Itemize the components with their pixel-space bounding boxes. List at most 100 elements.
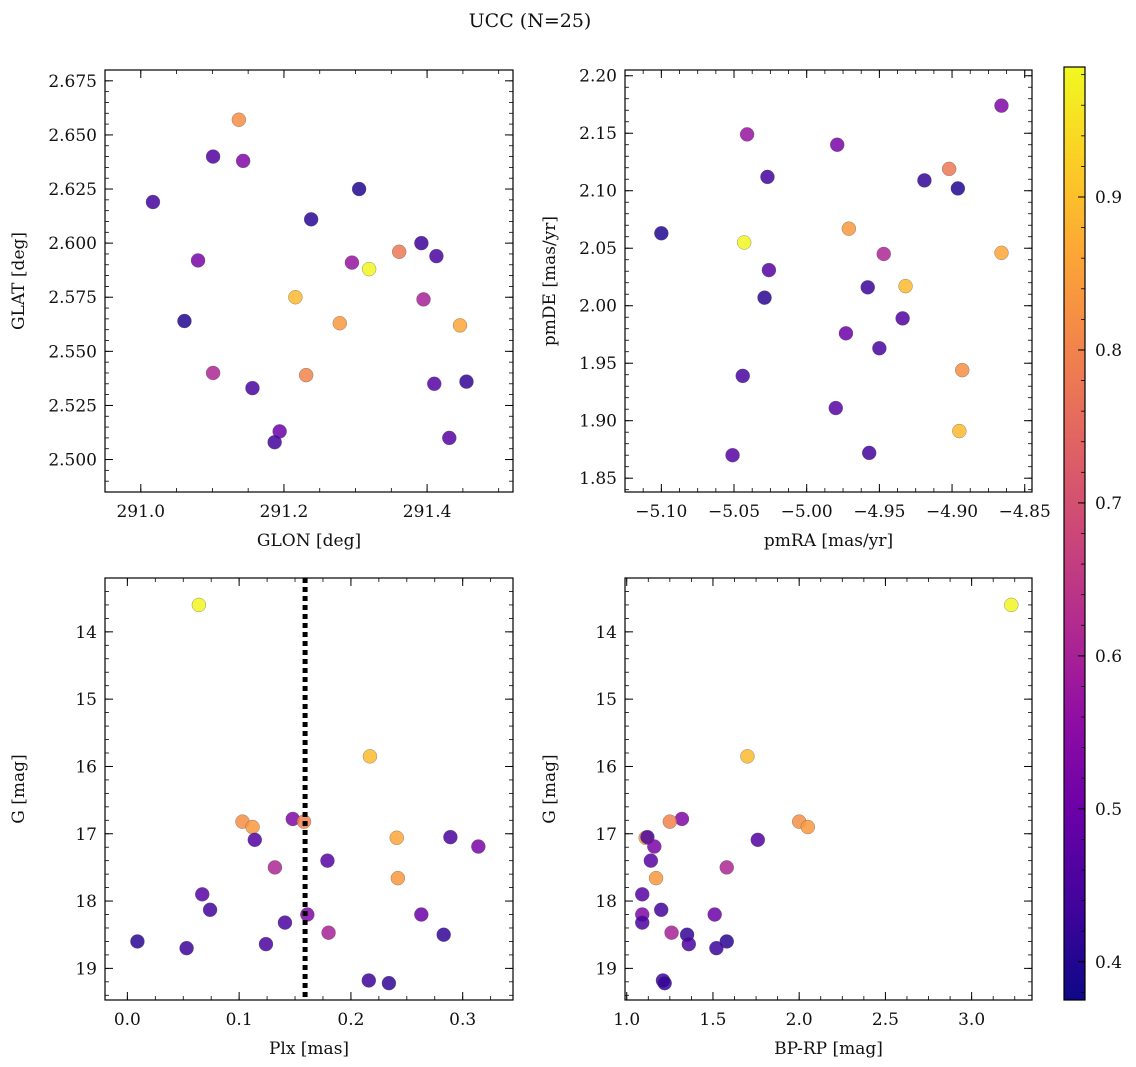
data-point [662, 814, 678, 829]
data-point [179, 940, 194, 956]
colorbar-tick-label: 0.5 [1095, 800, 1122, 820]
data-point [681, 936, 697, 952]
data-point [950, 181, 966, 196]
data-point [941, 161, 957, 177]
data-point [442, 430, 457, 446]
x-tick-label: 2.5 [872, 1010, 899, 1030]
data-point [427, 376, 442, 392]
data-point [634, 887, 650, 902]
data-point [860, 280, 875, 295]
x-tick-label: 3.0 [958, 1010, 985, 1030]
data-point [130, 934, 145, 949]
y-tick-label: 2.15 [579, 124, 617, 144]
data-point [191, 597, 207, 613]
data-point [725, 447, 740, 463]
data-point [800, 819, 816, 835]
data-point [247, 832, 263, 848]
data-point [719, 860, 734, 875]
y-tick-label: 1.90 [579, 412, 617, 432]
data-point [245, 380, 260, 396]
data-point [829, 137, 845, 152]
data-point [736, 235, 752, 250]
panel-plx-g: 0.0 0.1 0.2 0.3 14 15 16 17 18 19 Plx [mas] G [mag] [9, 577, 514, 1059]
data-point [719, 934, 734, 949]
y-axis-label: G [mag] [9, 754, 29, 823]
x-tick-label: 0.1 [226, 1010, 253, 1030]
y-tick-label: 2.05 [579, 239, 617, 259]
y-tick-label: 2.625 [48, 180, 97, 200]
data-point [303, 212, 319, 227]
x-axis-label: BP-RP [mag] [774, 1039, 883, 1059]
data-point [231, 112, 247, 128]
data-point [443, 829, 458, 845]
data-point [416, 292, 431, 307]
data-point [245, 819, 260, 835]
x-tick-label: 291.4 [403, 502, 452, 522]
x-tick-label: −4.85 [999, 502, 1051, 522]
data-point [1004, 597, 1019, 613]
x-axis-label: GLON [deg] [257, 531, 361, 551]
data-point [648, 870, 664, 886]
data-point [258, 936, 274, 952]
data-point [760, 169, 775, 185]
data-point [643, 853, 659, 868]
data-point [841, 221, 857, 236]
panel-pmra-pmde: −5.10 −5.05 −5.00 −4.95 −4.90 −4.85 1.85 1.90 1.… [540, 67, 1051, 551]
y-tick-label: 15 [75, 690, 97, 710]
data-point [954, 362, 970, 378]
y-tick-label: 1.85 [579, 469, 617, 489]
data-point [861, 445, 877, 461]
data-point [994, 245, 1009, 261]
y-axis-label: GLAT [deg] [9, 232, 29, 330]
data-point [707, 907, 722, 922]
data-point [194, 887, 210, 902]
panel-glon-glat: 291.0 291.2 291.4 2.500 2.525 2.550 2.575 2.600… [9, 69, 514, 551]
x-tick-label: 291.0 [116, 502, 165, 522]
colorbar-gradient [1064, 67, 1085, 1000]
x-tick-label: 0.3 [449, 1010, 476, 1030]
x-axis-label: Plx [mas] [269, 1039, 349, 1059]
y-tick-label: 1.95 [579, 354, 617, 374]
colorbar: 0.4 0.5 0.6 0.7 0.8 0.9 [1063, 66, 1122, 1001]
data-point [647, 839, 662, 854]
data-point [739, 127, 755, 142]
points-layer [654, 98, 1009, 463]
y-tick-label: 15 [595, 690, 617, 710]
x-tick-label: −4.90 [926, 502, 978, 522]
data-point [177, 313, 192, 329]
x-tick-label: 2.0 [786, 1010, 813, 1030]
points-layer [145, 112, 474, 450]
data-point [145, 194, 161, 210]
data-point [761, 262, 777, 278]
figure-title: UCC (N=25) [469, 10, 592, 32]
y-tick-label: 2.10 [579, 182, 617, 202]
y-tick-label: 14 [75, 623, 97, 643]
data-point [735, 368, 750, 384]
data-point [288, 289, 303, 305]
data-point [740, 749, 755, 764]
points-layer [634, 597, 1019, 991]
data-point [205, 365, 221, 381]
data-point [872, 341, 887, 356]
y-tick-label: 2.550 [48, 342, 97, 362]
data-point [321, 925, 336, 940]
panel-bprp-g: 1.0 1.5 2.0 2.5 3.0 14 15 16 17 18 19 BP-RP [mag] G … [540, 577, 1033, 1059]
data-point [351, 181, 367, 197]
axes-frame [104, 577, 514, 1001]
data-point [298, 367, 314, 383]
x-tick-label: 0.0 [114, 1010, 141, 1030]
y-tick-label: 18 [595, 892, 617, 912]
data-point [267, 434, 282, 450]
data-point [952, 423, 967, 439]
y-tick-label: 2.650 [48, 126, 97, 146]
colorbar-tick-label: 0.6 [1095, 647, 1122, 667]
colorbar-tick-label: 0.8 [1095, 341, 1122, 361]
data-point [267, 860, 283, 875]
y-tick-label: 16 [75, 757, 97, 777]
data-point [391, 244, 407, 260]
y-tick-label: 2.575 [48, 288, 97, 308]
y-tick-label: 14 [595, 623, 617, 643]
data-point [895, 311, 910, 326]
x-tick-label: −5.00 [781, 502, 833, 522]
data-point [653, 902, 669, 918]
